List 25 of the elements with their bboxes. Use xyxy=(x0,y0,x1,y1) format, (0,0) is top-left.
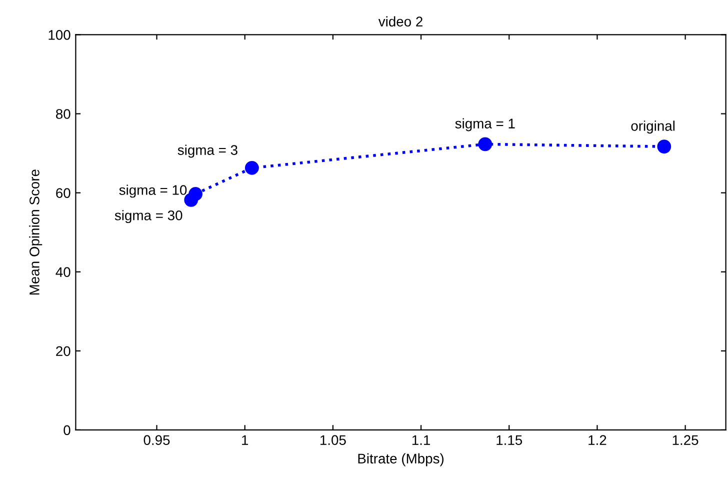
y-tick-label: 60 xyxy=(56,188,70,198)
y-tick-label: 80 xyxy=(56,109,70,119)
x-tick-label: 0.95 xyxy=(144,435,170,446)
x-tick-label: 1 xyxy=(242,435,248,445)
y-axis-title: Mean Opinion Score xyxy=(29,170,42,294)
point xyxy=(244,160,259,175)
annotation: original xyxy=(631,120,675,134)
x-tick-label: 1.25 xyxy=(672,435,698,446)
x-axis-title: Bitrate (Mbps) xyxy=(358,453,444,466)
annotation: sigma = 10 xyxy=(119,184,187,198)
point xyxy=(188,187,202,201)
x-tick-label: 1.15 xyxy=(496,435,522,446)
annotation: sigma = 3 xyxy=(178,144,238,158)
x-tick-label: 1.2 xyxy=(588,435,606,445)
y-tick-label: 100 xyxy=(48,30,70,40)
annotation: sigma = 1 xyxy=(455,118,515,132)
x-tick-label: 1.1 xyxy=(412,435,430,445)
y-tick-label: 20 xyxy=(56,346,70,356)
y-tick-label: 0 xyxy=(64,425,70,436)
point xyxy=(657,140,672,154)
point xyxy=(478,137,492,152)
y-tick-label: 40 xyxy=(56,267,70,278)
chart-title: video 2 xyxy=(378,16,422,27)
annotation: sigma = 30 xyxy=(114,210,182,224)
x-tick-label: 1.05 xyxy=(320,435,346,446)
